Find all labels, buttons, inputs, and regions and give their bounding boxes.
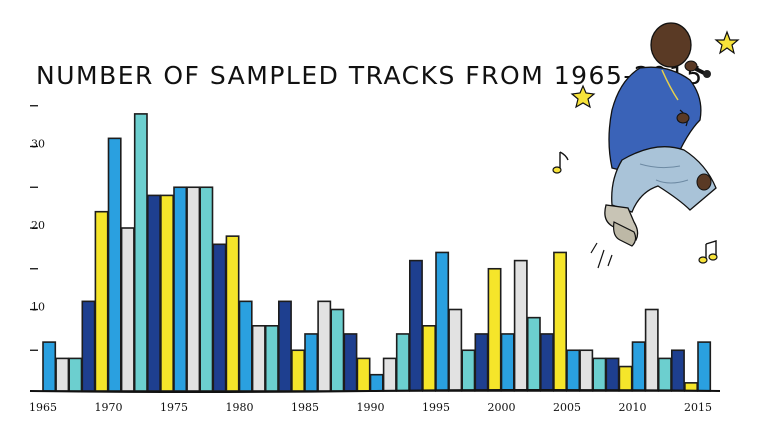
bar-2005 xyxy=(566,349,581,392)
chart-title: NUMBER OF SAMPLED TRACKS FROM 1965-2015 xyxy=(36,61,704,90)
y-axis: 10 20 30 xyxy=(30,105,45,351)
x-axis: 1965 1970 1975 1980 1985 1990 1995 2000 2005 2010… xyxy=(29,401,712,414)
y-tick-label: 30 xyxy=(31,138,45,151)
bar-1979 xyxy=(225,235,240,392)
bar-1974 xyxy=(160,194,174,392)
bar-1972 xyxy=(133,113,148,392)
x-tick-label: 2010 xyxy=(619,401,647,414)
bar-1984 xyxy=(291,349,305,392)
bar-1978 xyxy=(212,243,227,392)
y-tick-label: 10 xyxy=(31,301,45,314)
bar-2007 xyxy=(592,357,607,392)
bar-1989 xyxy=(356,357,371,392)
x-tick-label: 1985 xyxy=(291,401,319,414)
bar-1994 xyxy=(422,324,436,392)
bar-1981 xyxy=(251,324,266,392)
bar-2011 xyxy=(644,308,659,392)
bar-1990 xyxy=(369,373,384,392)
star-icon xyxy=(570,84,596,109)
bar-2001 xyxy=(513,259,528,392)
bars-group xyxy=(42,113,712,392)
bar-2012 xyxy=(657,357,672,392)
x-tick-label: 2005 xyxy=(553,401,581,414)
bar-1971 xyxy=(120,227,135,392)
y-tick-label: 20 xyxy=(31,219,45,232)
bar-2010 xyxy=(631,341,646,392)
x-tick-label: 1980 xyxy=(226,401,254,414)
star-icon xyxy=(714,30,740,55)
bar-1969 xyxy=(94,210,109,392)
bar-2004 xyxy=(553,251,568,392)
bar-2015 xyxy=(697,341,712,392)
bar-2006 xyxy=(579,349,594,392)
bar-1987 xyxy=(330,308,345,392)
bar-1973 xyxy=(147,194,161,392)
bar-2002 xyxy=(526,316,541,392)
bar-1982 xyxy=(264,324,279,392)
bar-2000 xyxy=(500,333,515,392)
bar-1997 xyxy=(461,349,476,392)
x-tick-label: 1965 xyxy=(29,401,57,414)
jumping-rapper-illustration xyxy=(552,22,740,269)
bar-1975 xyxy=(173,186,188,392)
bar-1999 xyxy=(487,267,502,392)
bar-2013 xyxy=(670,349,685,392)
bar-1991 xyxy=(382,357,397,392)
bar-1988 xyxy=(343,333,358,392)
x-tick-label: 1995 xyxy=(422,401,450,414)
bar-1998 xyxy=(474,333,489,392)
bar-1980 xyxy=(238,300,253,392)
bar-2003 xyxy=(539,333,554,392)
bar-1986 xyxy=(317,300,332,392)
x-tick-label: 1975 xyxy=(160,401,188,414)
x-tick-label: 2000 xyxy=(488,401,516,414)
music-notes-icon xyxy=(698,240,718,264)
shoe xyxy=(613,221,637,247)
x-tick-label: 2015 xyxy=(684,401,712,414)
bar-2009 xyxy=(618,365,633,392)
bar-1976 xyxy=(186,186,201,392)
bar-2008 xyxy=(605,357,620,392)
bar-1968 xyxy=(81,300,96,392)
bar-1977 xyxy=(199,186,214,392)
bar-1970 xyxy=(107,137,122,392)
bar-1985 xyxy=(304,333,319,392)
bar-1992 xyxy=(395,333,410,392)
bar-1966 xyxy=(55,357,70,392)
jeans xyxy=(611,146,717,213)
microphone-icon xyxy=(684,60,711,78)
x-axis-baseline xyxy=(29,389,721,393)
bar-1996 xyxy=(448,308,463,392)
bar-1993 xyxy=(408,259,423,392)
bar-1965 xyxy=(42,341,57,392)
bar-1995 xyxy=(435,251,450,392)
x-tick-label: 1970 xyxy=(95,401,123,414)
x-tick-label: 1990 xyxy=(357,401,385,414)
bar-1983 xyxy=(277,300,292,392)
head xyxy=(650,22,692,68)
bar-1967 xyxy=(68,357,83,392)
music-note-icon xyxy=(552,151,569,174)
